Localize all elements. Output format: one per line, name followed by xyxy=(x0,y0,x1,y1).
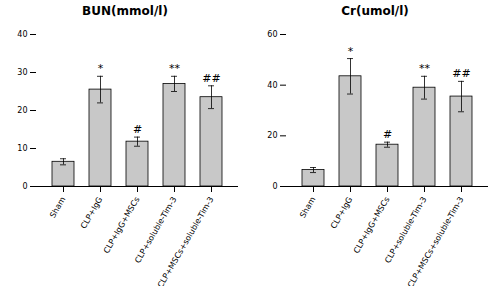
svg-text:30: 30 xyxy=(17,68,27,77)
svg-text:10: 10 xyxy=(17,144,27,153)
svg-text:##: ## xyxy=(202,72,220,85)
svg-text:*: * xyxy=(348,45,354,58)
svg-text:#: # xyxy=(383,128,392,141)
svg-text:**: ** xyxy=(169,62,181,75)
svg-text:20: 20 xyxy=(267,131,277,140)
svg-text:CLP+IgG+MSCs: CLP+IgG+MSCs xyxy=(352,195,392,255)
html-text:BUN(mmol/l): BUN(mmol/l) xyxy=(82,4,168,18)
svg-text:*: * xyxy=(98,62,104,75)
svg-text:40: 40 xyxy=(267,81,277,90)
html-text:Cr(umol/l): Cr(umol/l) xyxy=(341,4,409,18)
svg-text:0: 0 xyxy=(22,182,27,191)
svg-text:##: ## xyxy=(452,67,470,80)
svg-text:**: ** xyxy=(419,62,431,75)
svg-text:Sham: Sham xyxy=(298,195,317,219)
svg-text:#: # xyxy=(133,123,142,136)
svg-text:40: 40 xyxy=(17,30,27,39)
svg-text:Sham: Sham xyxy=(48,195,67,219)
svg-text:CLP+MSCs+soluble-Tim-3: CLP+MSCs+soluble-Tim-3 xyxy=(156,195,215,286)
svg-text:CLP+MSCs+soluble-Tim-3: CLP+MSCs+soluble-Tim-3 xyxy=(406,195,465,286)
svg-text:20: 20 xyxy=(17,106,27,115)
svg-text:CLP+IgG+MSCs: CLP+IgG+MSCs xyxy=(102,195,142,255)
svg-text:CLP+IgG: CLP+IgG xyxy=(329,195,354,230)
svg-text:CLP+IgG: CLP+IgG xyxy=(79,195,104,230)
svg-text:CLP+soluble-Tim-3: CLP+soluble-Tim-3 xyxy=(383,195,428,264)
svg-text:CLP+soluble-Tim-3: CLP+soluble-Tim-3 xyxy=(133,195,178,264)
svg-text:60: 60 xyxy=(267,30,277,39)
svg-text:0: 0 xyxy=(272,182,277,191)
